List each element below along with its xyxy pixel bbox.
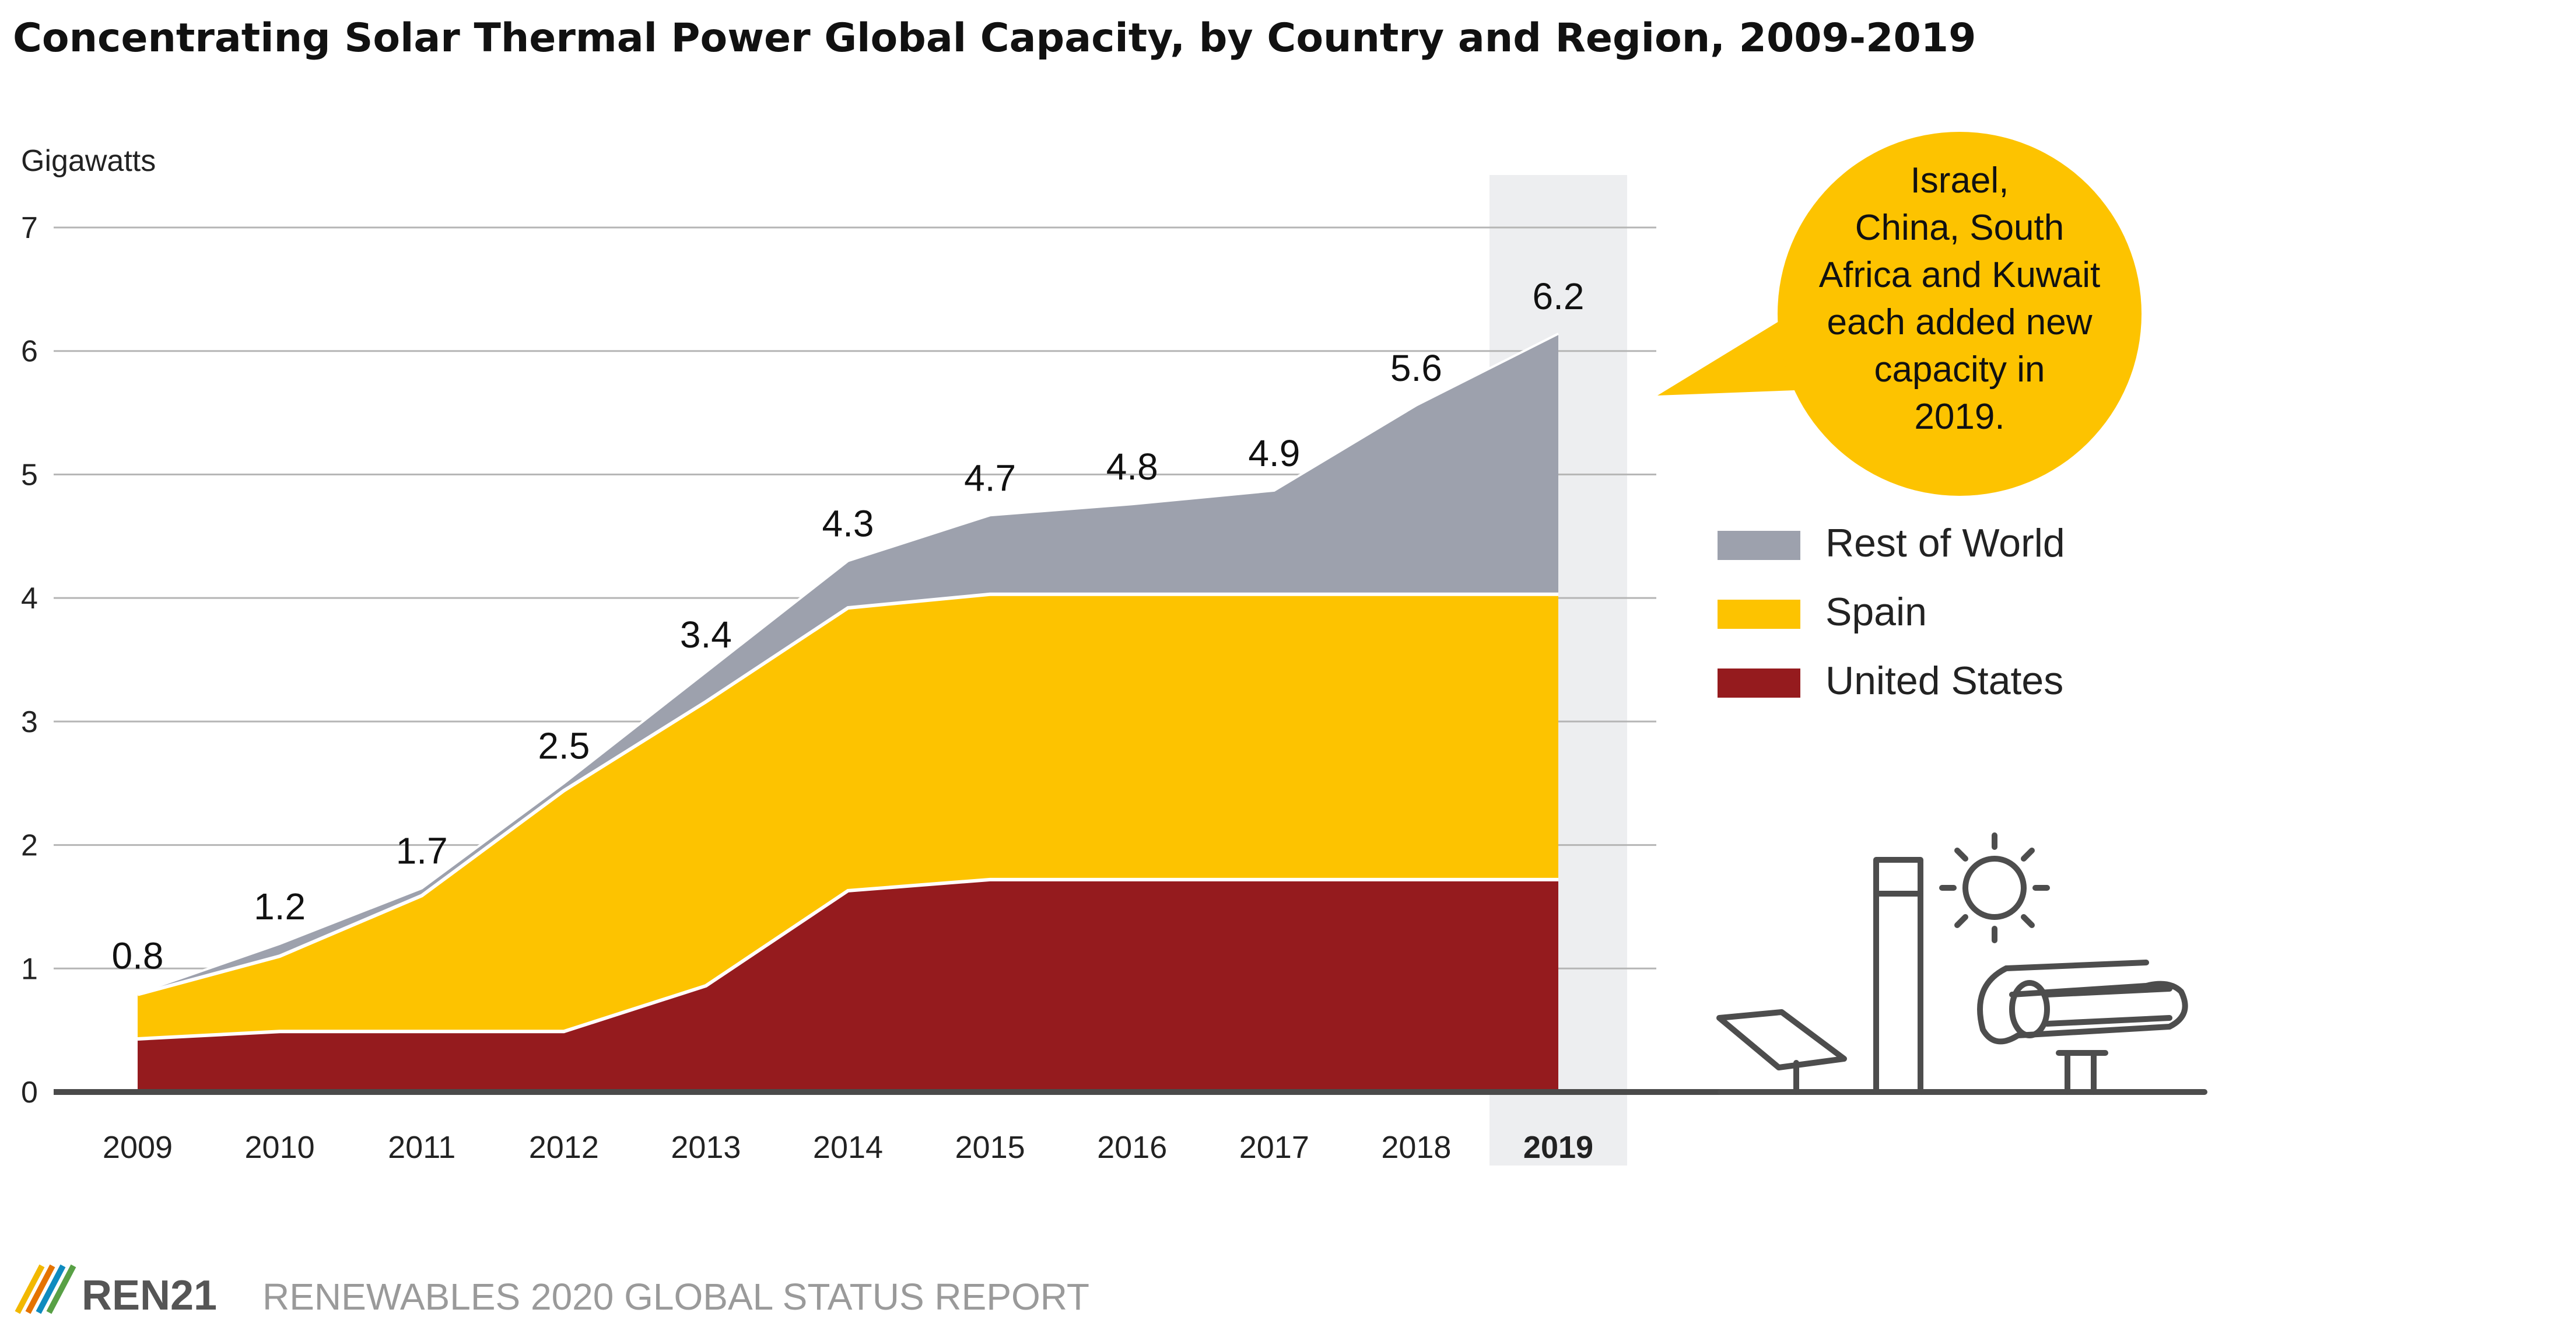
y-tick-label-2: 2 bbox=[21, 829, 38, 863]
x-tick-label-2010: 2010 bbox=[245, 1130, 315, 1165]
legend-label-rest-of-world: Rest of World bbox=[1825, 521, 2065, 565]
total-label-2017: 4.9 bbox=[1248, 432, 1300, 474]
legend-swatch-rest-of-world bbox=[1718, 531, 1800, 560]
solar-tower-icon bbox=[1873, 857, 1923, 1095]
ren21-logo-icon bbox=[15, 1264, 76, 1314]
total-label-2013: 3.4 bbox=[680, 614, 732, 656]
callout-text: Israel, China, South Africa and Kuwait each… bbox=[1819, 160, 2100, 437]
y-tick-label-7: 7 bbox=[21, 211, 38, 245]
callout-circle bbox=[1778, 132, 2142, 496]
x-tick-label-2018: 2018 bbox=[1381, 1130, 1451, 1165]
total-label-2019: 6.2 bbox=[1533, 275, 1585, 317]
legend-label-spain: Spain bbox=[1825, 590, 1927, 634]
y-tick-label-6: 6 bbox=[21, 335, 38, 369]
callout-line-2: Africa and Kuwait bbox=[1819, 255, 2100, 295]
total-labels: 0.8 1.2 1.7 2.5 3.4 4.3 4.7 4.8 4.9 5.6 6.2 bbox=[112, 275, 1585, 977]
y-tick-label-4: 4 bbox=[21, 582, 38, 615]
callout-pointer bbox=[1657, 320, 1811, 396]
legend-label-united-states: United States bbox=[1825, 659, 2063, 703]
x-tick-label-2011: 2011 bbox=[388, 1130, 455, 1165]
separator-0 bbox=[137, 877, 1558, 1041]
y-tick-label-5: 5 bbox=[21, 458, 38, 492]
total-label-2012: 2.5 bbox=[538, 725, 590, 767]
area-spain bbox=[138, 594, 1558, 1039]
x-tick-label-2009: 2009 bbox=[103, 1130, 173, 1165]
x-tick-labels: 2009 2010 2011 2012 2013 2014 2015 2016 2017 2018… bbox=[103, 1130, 1593, 1165]
callout-line-3: each added new bbox=[1827, 302, 2092, 342]
legend: Rest of World Spain United States bbox=[1718, 521, 2065, 703]
stacked-areas bbox=[137, 332, 1559, 1092]
footer-report-title: RENEWABLES 2020 GLOBAL STATUS REPORT bbox=[262, 1276, 1089, 1318]
x-tick-label-2012: 2012 bbox=[529, 1130, 599, 1165]
callout-line-5: 2019. bbox=[1914, 397, 2004, 437]
callout-bubble: Israel, China, South Africa and Kuwait each… bbox=[1657, 132, 2142, 496]
parabolic-trough-icon bbox=[1977, 960, 2188, 1095]
total-label-2018: 5.6 bbox=[1390, 347, 1442, 389]
x-tick-label-2017: 2017 bbox=[1239, 1130, 1309, 1165]
y-tick-label-1: 1 bbox=[21, 952, 38, 986]
y-tick-label-0: 0 bbox=[21, 1076, 38, 1110]
x-tick-label-2013: 2013 bbox=[671, 1130, 741, 1165]
separator-1 bbox=[137, 592, 1558, 996]
x-tick-label-2019: 2019 bbox=[1523, 1130, 1593, 1165]
total-label-2015: 4.7 bbox=[964, 457, 1016, 499]
callout-line-1: China, South bbox=[1855, 208, 2064, 248]
total-label-2014: 4.3 bbox=[822, 503, 874, 545]
chart-title: Concentrating Solar Thermal Power Global… bbox=[13, 15, 1976, 61]
legend-swatch-spain bbox=[1718, 600, 1800, 629]
total-label-2010: 1.2 bbox=[254, 886, 306, 928]
area-united-states bbox=[138, 879, 1558, 1092]
legend-swatch-united-states bbox=[1718, 668, 1800, 698]
x-tick-label-2016: 2016 bbox=[1097, 1130, 1167, 1165]
callout-line-0: Israel, bbox=[1911, 160, 2009, 201]
footer-brand: REN21 bbox=[82, 1272, 217, 1319]
total-label-2016: 4.8 bbox=[1106, 446, 1158, 488]
y-axis-label: Gigawatts bbox=[21, 144, 156, 178]
x-tick-label-2014: 2014 bbox=[813, 1130, 883, 1165]
total-label-2011: 1.7 bbox=[396, 830, 448, 872]
y-tick-label-3: 3 bbox=[21, 705, 38, 739]
total-outline bbox=[137, 332, 1559, 995]
sun-icon bbox=[1939, 832, 2050, 943]
x-tick-label-2015: 2015 bbox=[955, 1130, 1025, 1165]
solar-panel-icon bbox=[1716, 1009, 1847, 1095]
csp-illustration bbox=[1716, 832, 2207, 1095]
callout-line-4: capacity in bbox=[1874, 349, 2045, 390]
area-rest-of-world bbox=[138, 334, 1558, 995]
total-label-2009: 0.8 bbox=[112, 935, 164, 977]
y-tick-labels: 0 1 2 3 4 5 6 7 bbox=[21, 211, 38, 1110]
